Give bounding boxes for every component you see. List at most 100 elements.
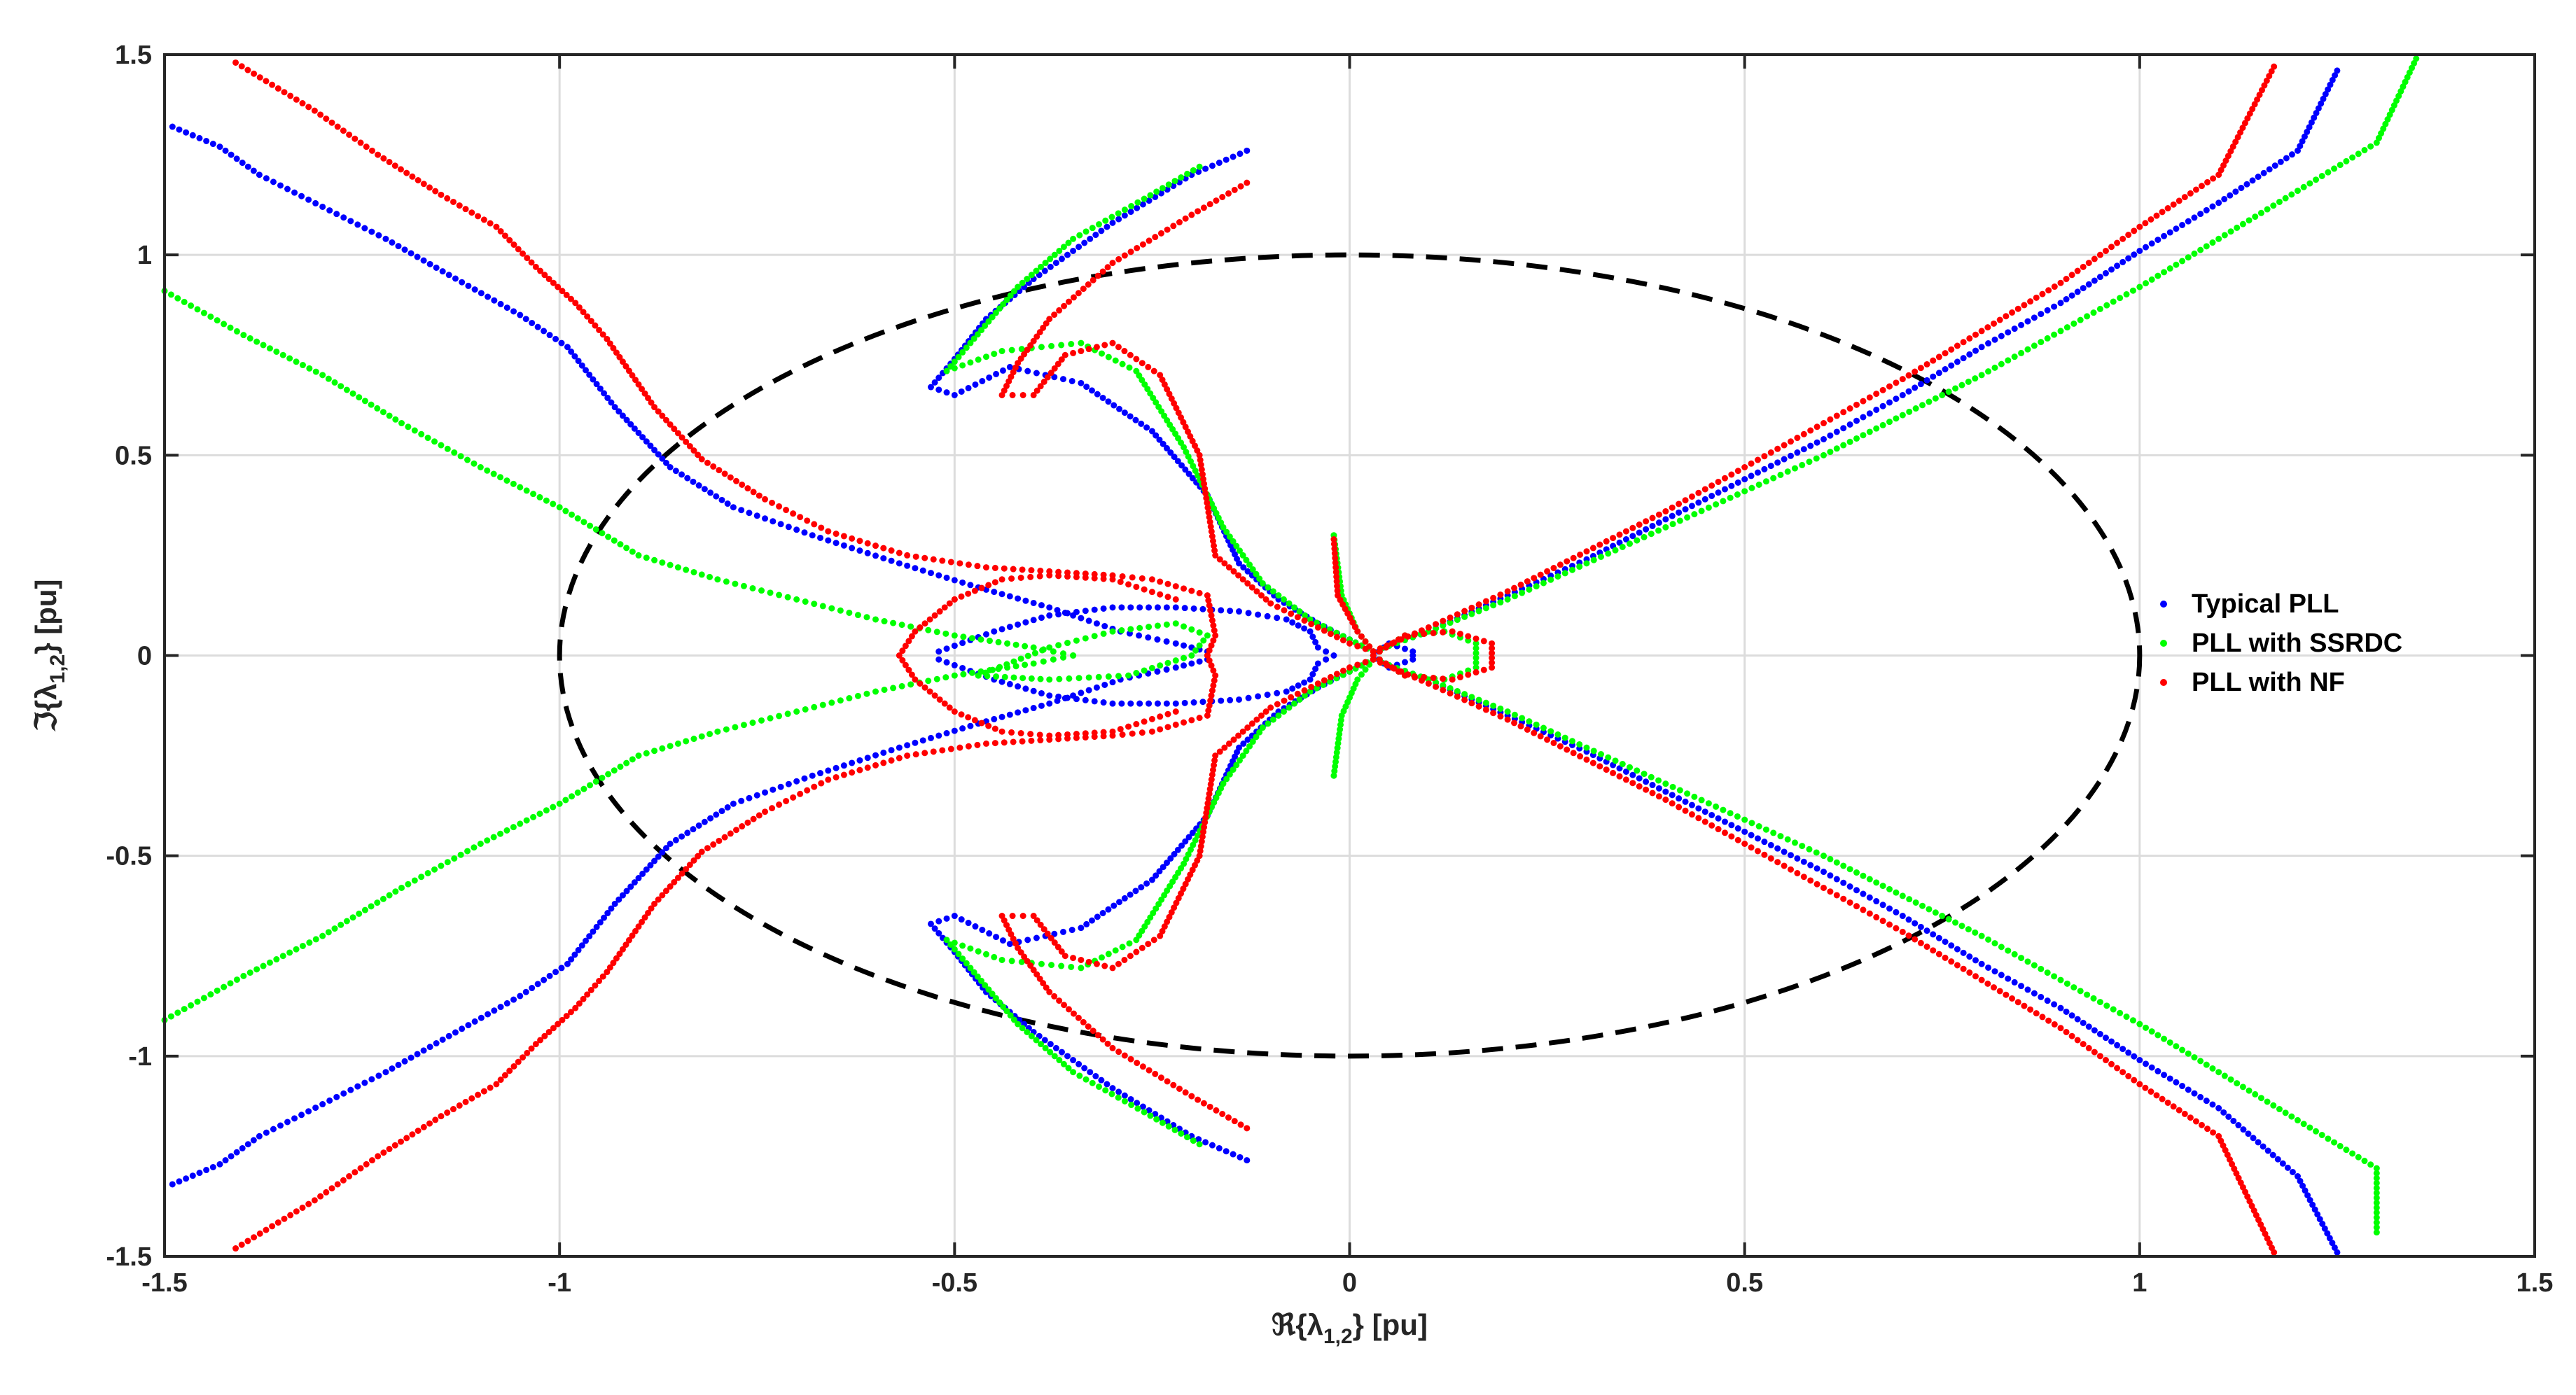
data-point <box>457 453 464 460</box>
data-point <box>1196 658 1203 665</box>
data-point <box>854 612 861 619</box>
data-point <box>1978 328 1985 335</box>
data-point <box>401 1058 408 1065</box>
data-point <box>2406 69 2413 76</box>
data-point <box>1767 463 1774 470</box>
data-point <box>1209 162 1216 169</box>
data-point <box>951 708 958 715</box>
data-point <box>846 695 853 702</box>
data-point <box>2164 1099 2171 1106</box>
data-point <box>605 533 612 540</box>
data-point <box>1205 597 1212 604</box>
data-point <box>497 830 504 837</box>
data-point <box>1168 395 1175 402</box>
label-main: } [pu] <box>1353 1308 1428 1341</box>
data-point <box>1015 1021 1022 1028</box>
data-point <box>1218 519 1225 526</box>
data-point <box>1022 643 1029 650</box>
data-point <box>433 264 440 271</box>
data-point <box>586 371 593 378</box>
data-point <box>1076 232 1083 239</box>
data-point <box>863 614 870 621</box>
data-point <box>1204 712 1211 719</box>
data-point <box>1218 697 1225 704</box>
data-point <box>1827 855 1834 862</box>
data-point <box>1860 398 1867 405</box>
data-point <box>1008 729 1015 736</box>
data-point <box>305 1200 312 1207</box>
data-point <box>631 879 638 886</box>
data-point <box>1636 775 1643 782</box>
data-point <box>2091 277 2098 284</box>
data-point <box>2400 83 2407 90</box>
data-point <box>439 268 446 275</box>
data-point <box>1230 766 1237 773</box>
data-point <box>541 976 548 983</box>
data-point <box>450 198 457 205</box>
data-point <box>1164 1078 1171 1085</box>
data-point <box>2218 167 2225 174</box>
data-point <box>1134 204 1141 211</box>
data-point <box>1643 778 1650 785</box>
data-point <box>1504 596 1511 603</box>
data-point <box>2240 1126 2247 1133</box>
data-point <box>1046 700 1053 707</box>
data-point <box>2260 169 2267 176</box>
data-point <box>346 131 353 138</box>
data-point <box>1210 682 1217 689</box>
data-point <box>1196 451 1203 458</box>
data-point <box>1489 650 1496 657</box>
data-point <box>1333 573 1340 580</box>
data-point <box>1040 926 1047 933</box>
data-point <box>1076 1072 1083 1079</box>
data-point <box>1204 504 1211 511</box>
data-point <box>1930 357 1937 364</box>
data-point <box>1309 633 1316 640</box>
data-point <box>707 489 714 496</box>
data-point <box>1972 375 1979 382</box>
data-point <box>1860 414 1867 421</box>
data-point <box>2044 335 2051 342</box>
data-point <box>2170 201 2177 208</box>
data-point <box>2191 250 2198 257</box>
data-point <box>1770 475 1777 482</box>
data-point <box>935 374 942 381</box>
data-point <box>651 556 658 563</box>
data-point <box>1807 862 1814 869</box>
data-point <box>1056 675 1063 682</box>
y-tick-label: 1.5 <box>115 41 152 70</box>
data-point <box>1133 356 1140 363</box>
data-point <box>1171 850 1178 857</box>
data-point <box>667 840 674 847</box>
data-point <box>1676 509 1683 516</box>
data-point <box>1000 1003 1007 1010</box>
data-point <box>2234 1080 2241 1087</box>
data-point <box>1643 518 1650 525</box>
data-point <box>1133 670 1140 677</box>
data-point <box>1583 744 1590 751</box>
data-point <box>188 302 195 309</box>
data-point <box>391 1142 398 1149</box>
data-point <box>991 351 998 358</box>
data-point <box>214 987 221 994</box>
data-point <box>1098 954 1105 961</box>
data-point <box>1081 239 1088 246</box>
data-point <box>1715 826 1722 833</box>
data-point <box>2232 188 2239 195</box>
data-point <box>1206 602 1213 609</box>
data-point <box>890 619 897 626</box>
data-point <box>2033 1010 2040 1017</box>
data-point <box>1207 697 1214 704</box>
data-point <box>710 463 717 470</box>
data-point <box>2125 1072 2132 1079</box>
data-point <box>1655 777 1662 784</box>
data-point <box>411 877 418 884</box>
data-point <box>1708 493 1715 500</box>
data-point <box>1705 504 1712 511</box>
data-point <box>2373 1170 2380 1177</box>
data-point <box>1840 425 1847 432</box>
data-point <box>1333 671 1340 678</box>
data-point <box>2103 1002 2110 1009</box>
data-point <box>1115 960 1122 967</box>
data-point <box>674 430 681 437</box>
